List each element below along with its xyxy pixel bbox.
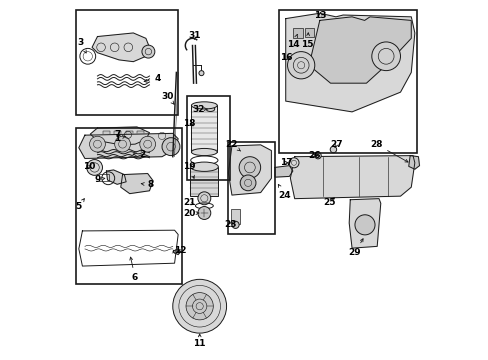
Text: 24: 24 xyxy=(278,184,290,199)
Text: 25: 25 xyxy=(323,198,335,207)
Bar xyxy=(137,131,144,140)
Text: 5: 5 xyxy=(75,199,84,211)
Circle shape xyxy=(371,42,400,71)
Circle shape xyxy=(198,207,210,220)
Circle shape xyxy=(185,293,213,320)
Text: 26: 26 xyxy=(307,151,320,160)
Text: 7: 7 xyxy=(115,130,121,139)
Circle shape xyxy=(314,152,321,159)
Text: 31: 31 xyxy=(188,31,201,40)
Text: 30: 30 xyxy=(161,92,174,104)
Polygon shape xyxy=(90,127,149,145)
Bar xyxy=(304,28,313,37)
Circle shape xyxy=(288,158,298,168)
Text: 15: 15 xyxy=(301,33,313,49)
Polygon shape xyxy=(348,199,380,248)
Text: 23: 23 xyxy=(224,220,237,229)
Circle shape xyxy=(354,215,374,235)
Polygon shape xyxy=(79,134,178,158)
Circle shape xyxy=(172,279,226,333)
Polygon shape xyxy=(106,170,126,184)
Text: 2: 2 xyxy=(133,150,145,159)
Text: 6: 6 xyxy=(129,257,138,282)
Bar xyxy=(76,10,178,116)
Circle shape xyxy=(115,136,130,152)
Text: 12: 12 xyxy=(174,246,186,255)
Text: 14: 14 xyxy=(286,34,299,49)
Bar xyxy=(231,210,240,224)
Polygon shape xyxy=(408,156,419,169)
Bar xyxy=(125,131,133,140)
Text: 3: 3 xyxy=(78,38,86,53)
Ellipse shape xyxy=(191,102,217,109)
Text: 10: 10 xyxy=(82,162,95,171)
Text: 22: 22 xyxy=(225,140,240,151)
Bar xyxy=(114,131,121,140)
Text: 32: 32 xyxy=(192,105,207,114)
Ellipse shape xyxy=(190,162,218,171)
Circle shape xyxy=(287,51,314,79)
Polygon shape xyxy=(92,33,149,62)
Circle shape xyxy=(142,45,155,58)
Text: 16: 16 xyxy=(280,53,292,62)
Text: 9: 9 xyxy=(95,175,104,184)
Text: 19: 19 xyxy=(183,162,196,178)
Bar xyxy=(190,167,218,196)
Circle shape xyxy=(239,157,260,178)
Circle shape xyxy=(240,175,255,191)
Polygon shape xyxy=(274,166,292,177)
Text: 4: 4 xyxy=(144,75,161,84)
Ellipse shape xyxy=(191,148,217,156)
Bar xyxy=(228,142,274,234)
Polygon shape xyxy=(285,13,414,112)
Text: 1: 1 xyxy=(114,134,125,143)
Circle shape xyxy=(89,136,105,152)
Polygon shape xyxy=(308,17,410,83)
Bar xyxy=(292,28,303,39)
Bar xyxy=(76,128,182,284)
Text: 28: 28 xyxy=(369,140,407,162)
Bar xyxy=(102,131,110,140)
Text: 13: 13 xyxy=(314,11,326,20)
Text: 17: 17 xyxy=(280,158,292,167)
Ellipse shape xyxy=(206,107,214,112)
Bar xyxy=(278,10,416,153)
Text: 20: 20 xyxy=(183,209,199,218)
Text: 27: 27 xyxy=(329,140,342,149)
Bar xyxy=(191,105,217,152)
Text: 29: 29 xyxy=(348,239,363,257)
Circle shape xyxy=(140,136,155,152)
Text: 11: 11 xyxy=(193,334,205,348)
Polygon shape xyxy=(290,156,414,199)
Text: 8: 8 xyxy=(141,180,153,189)
Circle shape xyxy=(199,71,203,76)
Circle shape xyxy=(162,138,180,156)
Polygon shape xyxy=(228,145,271,195)
Circle shape xyxy=(231,221,239,228)
Text: 21: 21 xyxy=(183,198,196,207)
Circle shape xyxy=(198,192,210,205)
Circle shape xyxy=(329,146,336,153)
Polygon shape xyxy=(121,174,153,194)
Polygon shape xyxy=(173,249,180,255)
Text: 18: 18 xyxy=(183,119,196,128)
Bar xyxy=(99,174,109,181)
Circle shape xyxy=(86,159,102,175)
Bar xyxy=(187,96,230,180)
